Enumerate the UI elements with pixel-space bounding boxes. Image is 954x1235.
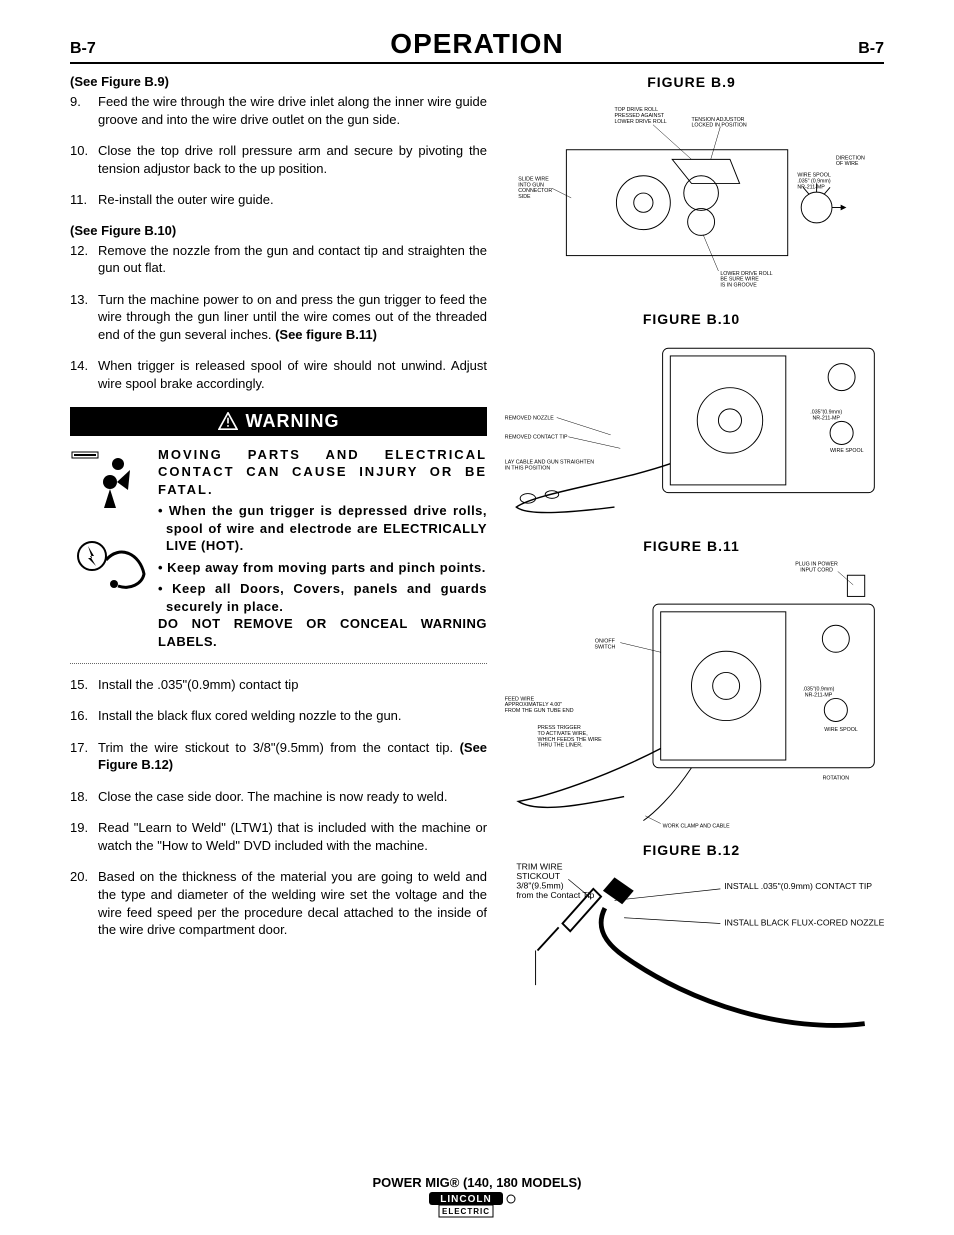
figure-b9-caption: FIGURE B.9 <box>499 74 884 90</box>
warning-text: MOVING PARTS AND ELECTRICAL CONTACT CAN … <box>158 446 487 651</box>
svg-text:SLIDE WIREINTO GUNCONNECTORSID: SLIDE WIREINTO GUNCONNECTORSIDE <box>518 177 552 200</box>
fig10-tip-label: REMOVED CONTACT TIP <box>505 434 568 440</box>
fig11-wspool-label: WIRE SPOOL <box>824 727 858 733</box>
warning-banner: WARNING <box>70 407 487 436</box>
figure-b12: TRIM WIRESTICKOUT3/8"(9.5mm)from the Con… <box>499 860 884 1055</box>
step-item: 15.Install the .035"(0.9mm) contact tip <box>98 676 487 694</box>
figure-b10: REMOVED NOZZLE REMOVED CONTACT TIP LAY C… <box>499 329 884 534</box>
step-item: 12.Remove the nozzle from the gun and co… <box>98 242 487 277</box>
step-item: 18.Close the case side door. The machine… <box>98 788 487 806</box>
step-item: 9.Feed the wire through the wire drive i… <box>98 93 487 128</box>
step-item: 14.When trigger is released spool of wir… <box>98 357 487 392</box>
warning-bullet: • When the gun trigger is depressed driv… <box>158 502 487 555</box>
svg-text:LAY CABLE AND GUN STRAIGHTENIN: LAY CABLE AND GUN STRAIGHTENIN THIS POSI… <box>505 459 594 471</box>
svg-text:TOP DRIVE ROLLPRESSED AGAINSTL: TOP DRIVE ROLLPRESSED AGAINSTLOWER DRIVE… <box>615 107 667 125</box>
see-figure-b9: (See Figure B.9) <box>70 74 487 89</box>
fig12-install-tip-label: INSTALL .035"(0.9mm) CONTACT TIP <box>724 881 872 891</box>
fig10-wspool-label: WIRE SPOOL <box>830 448 864 454</box>
warning-bullet: • Keep away from moving parts and pinch … <box>158 559 487 577</box>
warning-label: WARNING <box>246 411 340 432</box>
fig11-rotation-label: ROTATION <box>823 775 850 781</box>
warning-headline: MOVING PARTS AND ELECTRICAL CONTACT CAN … <box>158 446 487 499</box>
steps-group-2: 12.Remove the nozzle from the gun and co… <box>70 242 487 393</box>
svg-text:LOWER DRIVE ROLLBE SURE WIREIS: LOWER DRIVE ROLLBE SURE WIREIS IN GROOVE <box>720 271 772 289</box>
warning-footer: DO NOT REMOVE OR CONCEAL WARNING LABELS. <box>158 615 487 650</box>
figure-b9: TOP DRIVE ROLLPRESSED AGAINSTLOWER DRIVE… <box>499 92 884 307</box>
warning-icons <box>70 446 148 651</box>
svg-text:DIRECTIONOF WIRE: DIRECTIONOF WIRE <box>836 155 865 167</box>
svg-text:TRIM WIRESTICKOUT3/8"(9.5mm)fr: TRIM WIRESTICKOUT3/8"(9.5mm)from the Con… <box>516 862 594 901</box>
fig12-install-nozzle-label: INSTALL BLACK FLUX-CORED NOZZLE <box>724 917 884 927</box>
page-title: OPERATION <box>390 28 563 60</box>
svg-text:FEED WIREAPPROXIMATELY 4.00"FR: FEED WIREAPPROXIMATELY 4.00"FROM THE GUN… <box>505 696 574 714</box>
warning-block: MOVING PARTS AND ELECTRICAL CONTACT CAN … <box>70 446 487 651</box>
divider <box>70 663 487 664</box>
step-item: 11.Re-install the outer wire guide. <box>98 191 487 209</box>
svg-text:.035"(0.9mm)NR-211-MP: .035"(0.9mm)NR-211-MP <box>803 687 835 699</box>
step-item: 20.Based on the thickness of the materia… <box>98 868 487 938</box>
warning-triangle-icon <box>218 412 238 430</box>
svg-text:PLUG IN POWERINPUT CORD: PLUG IN POWERINPUT CORD <box>795 561 838 573</box>
svg-text:TENSION ADJUSTORLOCKED IN POSI: TENSION ADJUSTORLOCKED IN POSITION <box>692 117 747 129</box>
right-column: FIGURE B.9 TOP DRIVE ROLLPRESSED AGAINST… <box>499 70 884 1055</box>
page-footer: POWER MIG® (140, 180 MODELS) LINCOLN ELE… <box>0 1175 954 1221</box>
figure-b12-caption: FIGURE B.12 <box>499 842 884 858</box>
svg-text:LINCOLN: LINCOLN <box>440 1194 491 1205</box>
left-column: (See Figure B.9) 9.Feed the wire through… <box>70 70 487 1055</box>
lincoln-logo: LINCOLN ELECTRIC <box>429 1192 525 1221</box>
warning-bullet: • Keep all Doors, Covers, panels and gua… <box>158 580 487 615</box>
page-number-left: B-7 <box>70 40 96 58</box>
steps-group-3: 15.Install the .035"(0.9mm) contact tip 1… <box>70 676 487 939</box>
figure-b11: PLUG IN POWERINPUT CORD ON/OFFSWITCH FEE… <box>499 556 884 838</box>
svg-text:ELECTRIC: ELECTRIC <box>442 1207 490 1216</box>
step-item: 16.Install the black flux cored welding … <box>98 707 487 725</box>
svg-text:WIRE SPOOL.035" (0.9mm)NR-211-: WIRE SPOOL.035" (0.9mm)NR-211-MP <box>797 173 831 191</box>
page-number-right: B-7 <box>858 40 884 58</box>
moving-parts-icon <box>70 450 148 510</box>
step-item: 17.Trim the wire stickout to 3/8"(9.5mm)… <box>98 739 487 774</box>
svg-text:.035"(0.9mm)NR-211-MP: .035"(0.9mm)NR-211-MP <box>810 409 842 421</box>
figure-b10-caption: FIGURE B.10 <box>499 311 884 327</box>
footer-model: POWER MIG® (140, 180 MODELS) <box>0 1175 954 1190</box>
step-item: 10.Close the top drive roll pressure arm… <box>98 142 487 177</box>
page-header: B-7 OPERATION B-7 <box>70 28 884 64</box>
step-item: 19.Read "Learn to Weld" (LTW1) that is i… <box>98 819 487 854</box>
figure-b11-caption: FIGURE B.11 <box>499 538 884 554</box>
fig11-clamp-label: WORK CLAMP AND CABLE <box>663 823 731 829</box>
step-item: 13.Turn the machine power to on and pres… <box>98 291 487 344</box>
electric-shock-icon <box>70 534 148 594</box>
fig10-nozzle-label: REMOVED NOZZLE <box>505 415 554 421</box>
svg-text:ON/OFFSWITCH: ON/OFFSWITCH <box>594 638 615 650</box>
svg-text:PRESS TRIGGERTO ACTIVATE WIRE,: PRESS TRIGGERTO ACTIVATE WIRE,WHICH FEED… <box>538 725 603 748</box>
steps-group-1: 9.Feed the wire through the wire drive i… <box>70 93 487 209</box>
see-figure-b10: (See Figure B.10) <box>70 223 487 238</box>
